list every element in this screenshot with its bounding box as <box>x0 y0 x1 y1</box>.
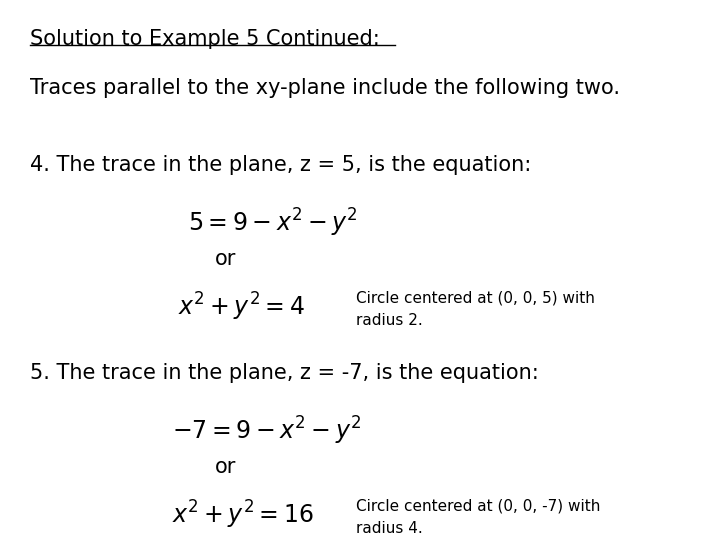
Text: or: or <box>215 249 236 269</box>
Text: 5. The trace in the plane, z = -7, is the equation:: 5. The trace in the plane, z = -7, is th… <box>30 363 539 383</box>
Text: $x^2 + y^2 = 16$: $x^2 + y^2 = 16$ <box>172 498 314 531</box>
Text: Traces parallel to the xy-plane include the following two.: Traces parallel to the xy-plane include … <box>30 78 621 98</box>
Text: $x^2 + y^2 = 4$: $x^2 + y^2 = 4$ <box>179 291 305 323</box>
Text: or: or <box>215 457 236 477</box>
Text: Circle centered at (0, 0, -7) with
radius 4.: Circle centered at (0, 0, -7) with radiu… <box>356 498 600 536</box>
Text: $5 = 9 - x^2 - y^2$: $5 = 9 - x^2 - y^2$ <box>188 207 358 239</box>
Text: $-7 = 9 - x^2 - y^2$: $-7 = 9 - x^2 - y^2$ <box>172 415 361 447</box>
Text: Solution to Example 5 Continued:: Solution to Example 5 Continued: <box>30 29 380 49</box>
Text: 4. The trace in the plane, z = 5, is the equation:: 4. The trace in the plane, z = 5, is the… <box>30 155 531 175</box>
Text: Circle centered at (0, 0, 5) with
radius 2.: Circle centered at (0, 0, 5) with radius… <box>356 291 595 328</box>
